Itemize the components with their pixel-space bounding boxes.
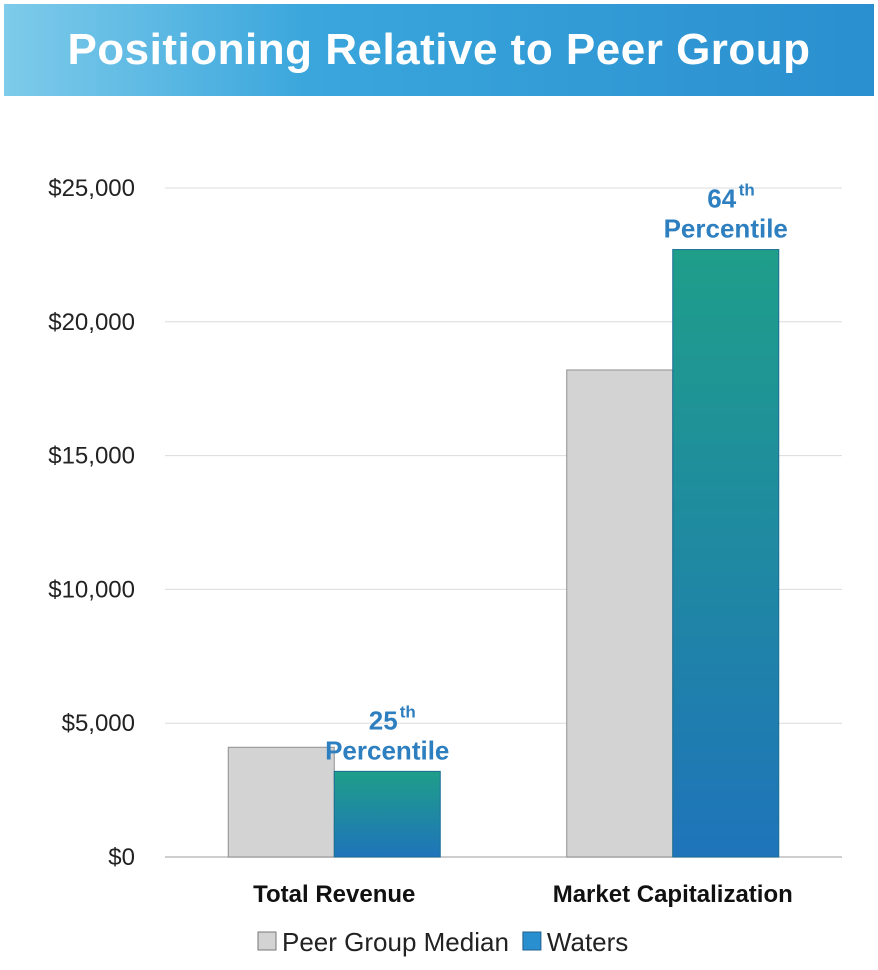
annotation-suffix: th: [739, 181, 755, 200]
percentile-annotation: 64 th Percentile: [664, 181, 788, 244]
y-tick-label: $5,000: [62, 710, 135, 737]
legend-label-peer-group-median: Peer Group Median: [282, 927, 509, 957]
y-tick-label: $15,000: [48, 443, 135, 470]
x-category-label: Total Revenue: [253, 881, 415, 908]
annotation-number: 25: [369, 705, 398, 735]
y-axis-ticks: $0 $5,000 $10,000 $15,000 $20,000 $25,000: [48, 175, 135, 871]
title-banner: Positioning Relative to Peer Group: [4, 4, 874, 96]
bar-waters: [333, 770, 441, 858]
y-tick-label: $0: [108, 844, 135, 871]
annotation-text: Percentile: [664, 214, 788, 244]
bar-peer-group-median: [566, 369, 674, 858]
chart-title: Positioning Relative to Peer Group: [67, 25, 811, 74]
x-axis-categories: Total Revenue Market Capitalization: [253, 881, 793, 908]
legend: Peer Group Median Waters: [257, 927, 628, 957]
x-category-label: Market Capitalization: [553, 881, 793, 908]
bar-peer-group-median: [227, 746, 335, 858]
bars: [227, 249, 780, 858]
bar-waters: [672, 249, 780, 858]
percentile-annotation: 25 th Percentile: [325, 702, 449, 765]
y-tick-label: $10,000: [48, 576, 135, 603]
legend-swatch-peer-group-median: [257, 931, 277, 951]
annotation-text: Percentile: [325, 735, 449, 765]
annotation-suffix: th: [400, 702, 416, 721]
legend-swatch-waters: [522, 931, 542, 951]
annotation-number: 64: [707, 184, 736, 214]
y-tick-label: $25,000: [48, 175, 135, 202]
y-tick-label: $20,000: [48, 309, 135, 336]
legend-label-waters: Waters: [547, 927, 628, 957]
